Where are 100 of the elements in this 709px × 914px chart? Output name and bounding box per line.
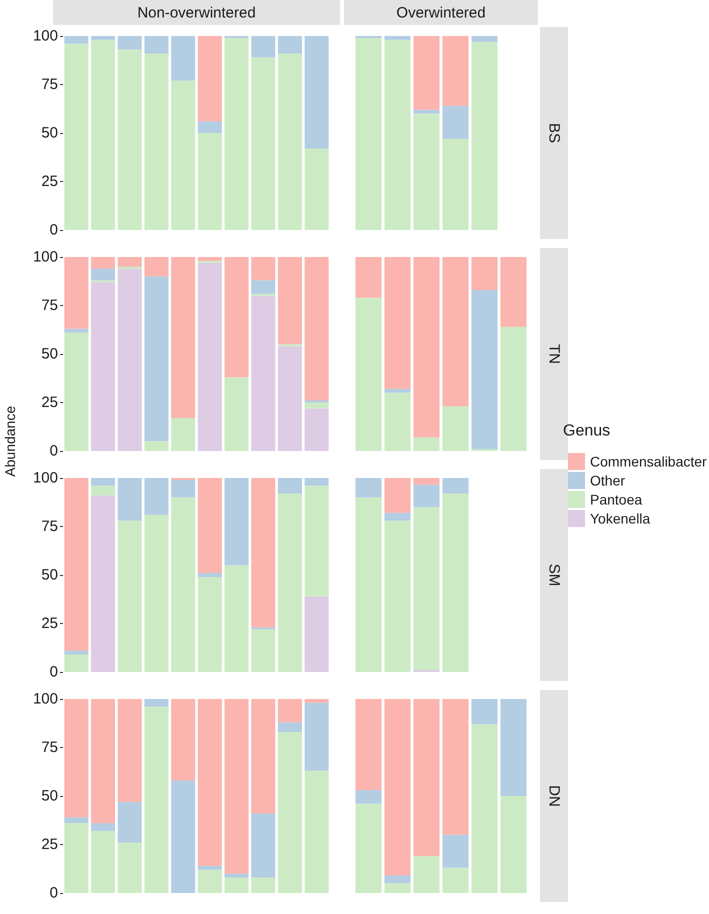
y-tick-label: 75	[41, 739, 58, 756]
bar	[355, 790, 382, 804]
bar	[413, 114, 440, 230]
bar	[278, 494, 302, 672]
legend-label: Other	[590, 472, 626, 488]
bar	[471, 699, 498, 724]
bar	[171, 36, 196, 81]
bar	[500, 326, 527, 451]
bar	[278, 346, 302, 451]
bar	[224, 565, 249, 672]
bar	[500, 699, 527, 796]
bar	[64, 699, 88, 818]
bar	[304, 402, 329, 408]
bar	[91, 823, 116, 831]
bar	[198, 257, 222, 261]
bar	[144, 514, 168, 672]
bar	[413, 110, 440, 114]
bar	[471, 42, 498, 230]
bar	[413, 257, 440, 438]
bar	[198, 133, 222, 230]
y-tick-label: 25	[41, 394, 58, 411]
bar	[304, 596, 329, 672]
bar	[355, 497, 382, 672]
bar	[278, 699, 302, 722]
bar	[91, 282, 116, 451]
bar	[198, 262, 222, 451]
bar	[251, 36, 276, 58]
bar	[442, 406, 469, 451]
bar	[384, 257, 411, 389]
bar	[144, 699, 168, 707]
bar	[384, 512, 411, 521]
bar	[118, 268, 142, 451]
bar	[384, 876, 411, 884]
bar	[224, 377, 249, 451]
bar	[171, 780, 196, 893]
legend-label: Yokenella	[590, 510, 650, 526]
bar	[384, 699, 411, 876]
bar	[118, 478, 142, 521]
y-axis-title: Abundance	[2, 406, 18, 477]
bar	[278, 36, 302, 54]
bar	[500, 796, 527, 893]
bar	[198, 699, 222, 866]
legend-title: Genus	[563, 422, 610, 440]
chart-title: Overwintered	[396, 4, 486, 22]
bar	[384, 40, 411, 230]
bar	[118, 699, 142, 802]
bar	[471, 36, 498, 42]
bar	[384, 520, 411, 672]
y-tick-label: 75	[41, 297, 58, 314]
bar	[251, 629, 276, 672]
bar	[278, 732, 302, 893]
bar	[64, 654, 88, 672]
bar	[171, 418, 196, 451]
y-tick-label: 0	[50, 884, 58, 902]
bar	[384, 36, 411, 40]
bar	[304, 486, 329, 596]
y-tick-label: 50	[41, 788, 58, 804]
bar	[442, 478, 469, 494]
bar	[91, 268, 116, 280]
bar	[251, 280, 276, 294]
bar	[500, 257, 527, 327]
bar	[442, 138, 469, 230]
bar	[224, 478, 249, 566]
text: BS	[546, 122, 562, 144]
bar	[171, 480, 196, 498]
bar	[144, 257, 168, 276]
bar	[413, 699, 440, 856]
bar	[471, 724, 498, 893]
y-tick-label: 25	[41, 615, 58, 632]
bar	[224, 699, 249, 874]
bar	[198, 576, 222, 672]
bar	[171, 80, 196, 230]
bar	[91, 36, 116, 40]
bar	[278, 257, 302, 344]
bar	[64, 332, 88, 451]
bar	[198, 573, 222, 577]
y-tick-label: 100	[32, 690, 58, 708]
bar	[64, 257, 88, 329]
y-tick-label: 75	[41, 76, 58, 93]
y-tick-label: 50	[41, 124, 58, 142]
bar	[442, 868, 469, 893]
bar	[471, 290, 498, 450]
bar	[251, 877, 276, 893]
bar	[251, 296, 276, 451]
bar	[144, 706, 168, 893]
bar	[64, 650, 88, 655]
y-tick-label: 25	[41, 836, 58, 853]
bar	[304, 770, 329, 893]
y-tick-label: 100	[32, 248, 58, 266]
bar	[304, 257, 329, 401]
bar	[144, 276, 168, 442]
bar	[413, 856, 440, 893]
bar	[384, 883, 411, 893]
bar	[355, 478, 382, 498]
bar	[171, 497, 196, 672]
bar	[118, 520, 142, 672]
bar	[355, 298, 382, 451]
bar	[91, 495, 116, 672]
bar	[384, 478, 411, 513]
bar	[251, 699, 276, 814]
